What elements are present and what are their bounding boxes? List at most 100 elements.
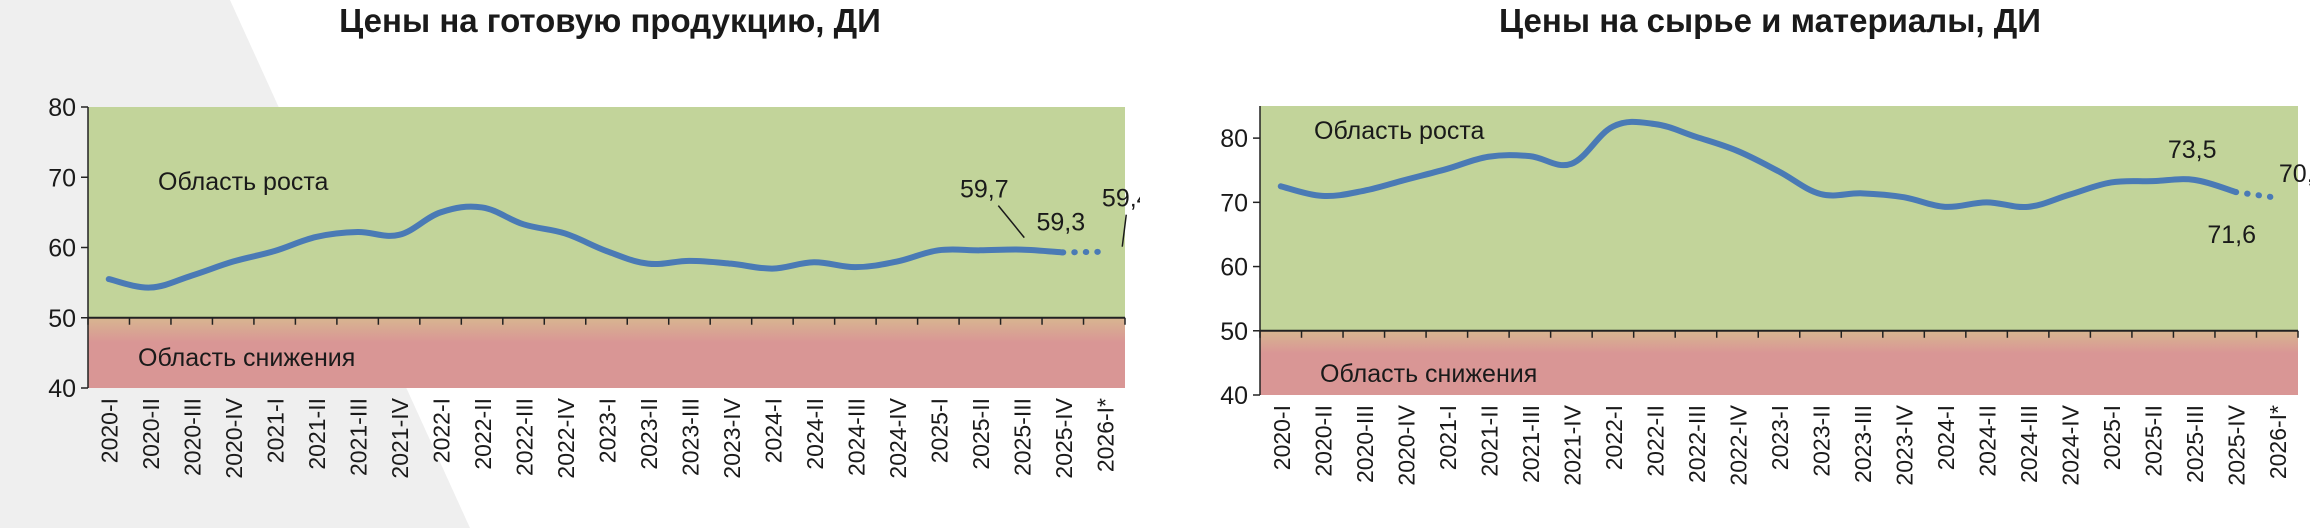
- x-tick-label: 2025-I: [926, 398, 952, 463]
- x-tick-label: 2026-I*: [1092, 398, 1118, 472]
- data-label-leader: [1121, 214, 1128, 247]
- data-point: [1061, 250, 1065, 254]
- data-point: [1279, 184, 1283, 188]
- data-point: [1486, 155, 1490, 159]
- data-label-leader: [997, 205, 1025, 239]
- x-tick-label: 2022-III: [512, 398, 538, 476]
- x-tick-label: 2021-III: [1518, 405, 1544, 483]
- y-tick-label: 50: [1220, 318, 1248, 346]
- x-tick-label: 2023-II: [636, 398, 662, 470]
- data-point: [1735, 149, 1739, 153]
- data-point: [2068, 193, 2072, 197]
- x-tick-label: 2023-IV: [1892, 404, 1918, 485]
- x-tick-label: 2020-IV: [221, 397, 247, 478]
- x-tick-label: 2023-I: [595, 398, 621, 463]
- x-tick-label: 2024-I: [760, 398, 786, 463]
- data-point: [1943, 205, 1947, 209]
- x-tick-label: 2026-I*: [2265, 405, 2291, 479]
- decline-area: [1260, 330, 2298, 395]
- growth-area: [1260, 106, 2298, 331]
- x-tick-label: 2020-I: [97, 398, 123, 463]
- data-point: [190, 274, 194, 278]
- x-tick-label: 2024-II: [1975, 405, 2001, 477]
- data-point: [1860, 191, 1864, 195]
- data-point: [231, 260, 235, 264]
- data-point: [397, 233, 401, 237]
- growth-area-label: Область роста: [1314, 117, 1485, 145]
- growth-area: [88, 107, 1125, 318]
- chart-title-finished-products: Цены на готовую продукцию, ДИ: [339, 2, 881, 39]
- data-point: [480, 205, 484, 209]
- x-tick-label: 2020-III: [180, 398, 206, 476]
- chart-finished-products: 40 50 60 70 80 2020-I 2020-II 2020-III 2020-IV 20…: [48, 94, 1140, 479]
- data-point: [729, 262, 733, 266]
- data-label: 71,6: [2207, 221, 2256, 249]
- data-point: [2026, 205, 2030, 209]
- x-tick-label: 2021-I: [1435, 405, 1461, 470]
- data-point: [1819, 192, 1823, 196]
- x-tick-label: 2022-I: [429, 398, 455, 463]
- chart-raw-materials: 40 50 60 70 80 2020-I 2020-II 2020-III 2020-IV 20…: [1220, 106, 2310, 486]
- x-tick-label: 2022-II: [470, 398, 496, 470]
- x-tick-label: 2024-IV: [2058, 404, 2084, 485]
- x-tick-label: 2024-I: [1933, 405, 1959, 470]
- x-tick-label: 2024-III: [2016, 405, 2042, 483]
- x-tick-label: 2022-IV: [553, 397, 579, 478]
- data-point: [605, 249, 609, 253]
- data-label: 59,4: [1102, 185, 1140, 213]
- y-tick-label: 60: [48, 235, 76, 263]
- x-tick-label: 2020-I: [1269, 405, 1295, 470]
- x-tick-label: 2021-II: [304, 398, 330, 470]
- data-point: [1985, 200, 1989, 204]
- data-point: [2151, 179, 2155, 183]
- x-tick-label: 2025-III: [1009, 398, 1035, 476]
- data-point: [1777, 170, 1781, 174]
- data-point: [2275, 196, 2279, 200]
- data-point: [356, 230, 360, 234]
- data-point: [1611, 125, 1615, 129]
- data-point: [1362, 189, 1366, 193]
- data-point: [439, 210, 443, 214]
- data-label: 59,7: [960, 176, 1009, 204]
- data-point: [2192, 178, 2196, 182]
- x-tick-label: 2022-III: [1684, 405, 1710, 483]
- decline-area-label: Область снижения: [1320, 360, 1537, 388]
- data-point: [1902, 195, 1906, 199]
- data-point: [1102, 250, 1106, 254]
- data-point: [1019, 248, 1023, 252]
- decline-area-label: Область снижения: [138, 344, 355, 372]
- data-point: [2234, 190, 2238, 194]
- y-tick-label: 40: [48, 375, 76, 403]
- y-tick-label: 40: [1220, 382, 1248, 410]
- data-point: [853, 265, 857, 269]
- y-tick-label: 70: [48, 164, 76, 192]
- y-tick-label: 60: [1220, 254, 1248, 282]
- data-point: [1403, 178, 1407, 182]
- x-tick-label: 2021-IV: [1559, 404, 1585, 485]
- data-point: [895, 260, 899, 264]
- data-label: 73,5: [2168, 136, 2217, 164]
- data-point: [563, 231, 567, 235]
- x-tick-label: 2025-III: [2182, 405, 2208, 483]
- x-tick-label: 2020-IV: [1393, 404, 1419, 485]
- x-tick-label: 2021-IV: [387, 397, 413, 478]
- x-tick-label: 2022-I: [1601, 405, 1627, 470]
- data-point: [1445, 167, 1449, 171]
- data-point: [1528, 154, 1532, 158]
- x-tick-label: 2025-IV: [2224, 404, 2250, 485]
- series-line: [1277, 118, 2239, 211]
- data-point: [107, 277, 111, 281]
- chart-title-raw-materials: Цены на сырье и материалы, ДИ: [1499, 2, 2041, 39]
- x-tick-label: 2024-III: [843, 398, 869, 476]
- x-tick-label: 2020-II: [1310, 405, 1336, 477]
- x-tick-label: 2023-I: [1767, 405, 1793, 470]
- x-tick-label: 2025-II: [968, 398, 994, 470]
- x-tick-label: 2023-II: [1809, 405, 1835, 477]
- data-point: [522, 222, 526, 226]
- data-point: [812, 260, 816, 264]
- x-tick-label: 2025-II: [2141, 405, 2167, 477]
- data-point: [273, 249, 277, 253]
- x-tick-label: 2023-III: [1850, 405, 1876, 483]
- data-point: [1694, 135, 1698, 139]
- data-point: [1320, 194, 1324, 198]
